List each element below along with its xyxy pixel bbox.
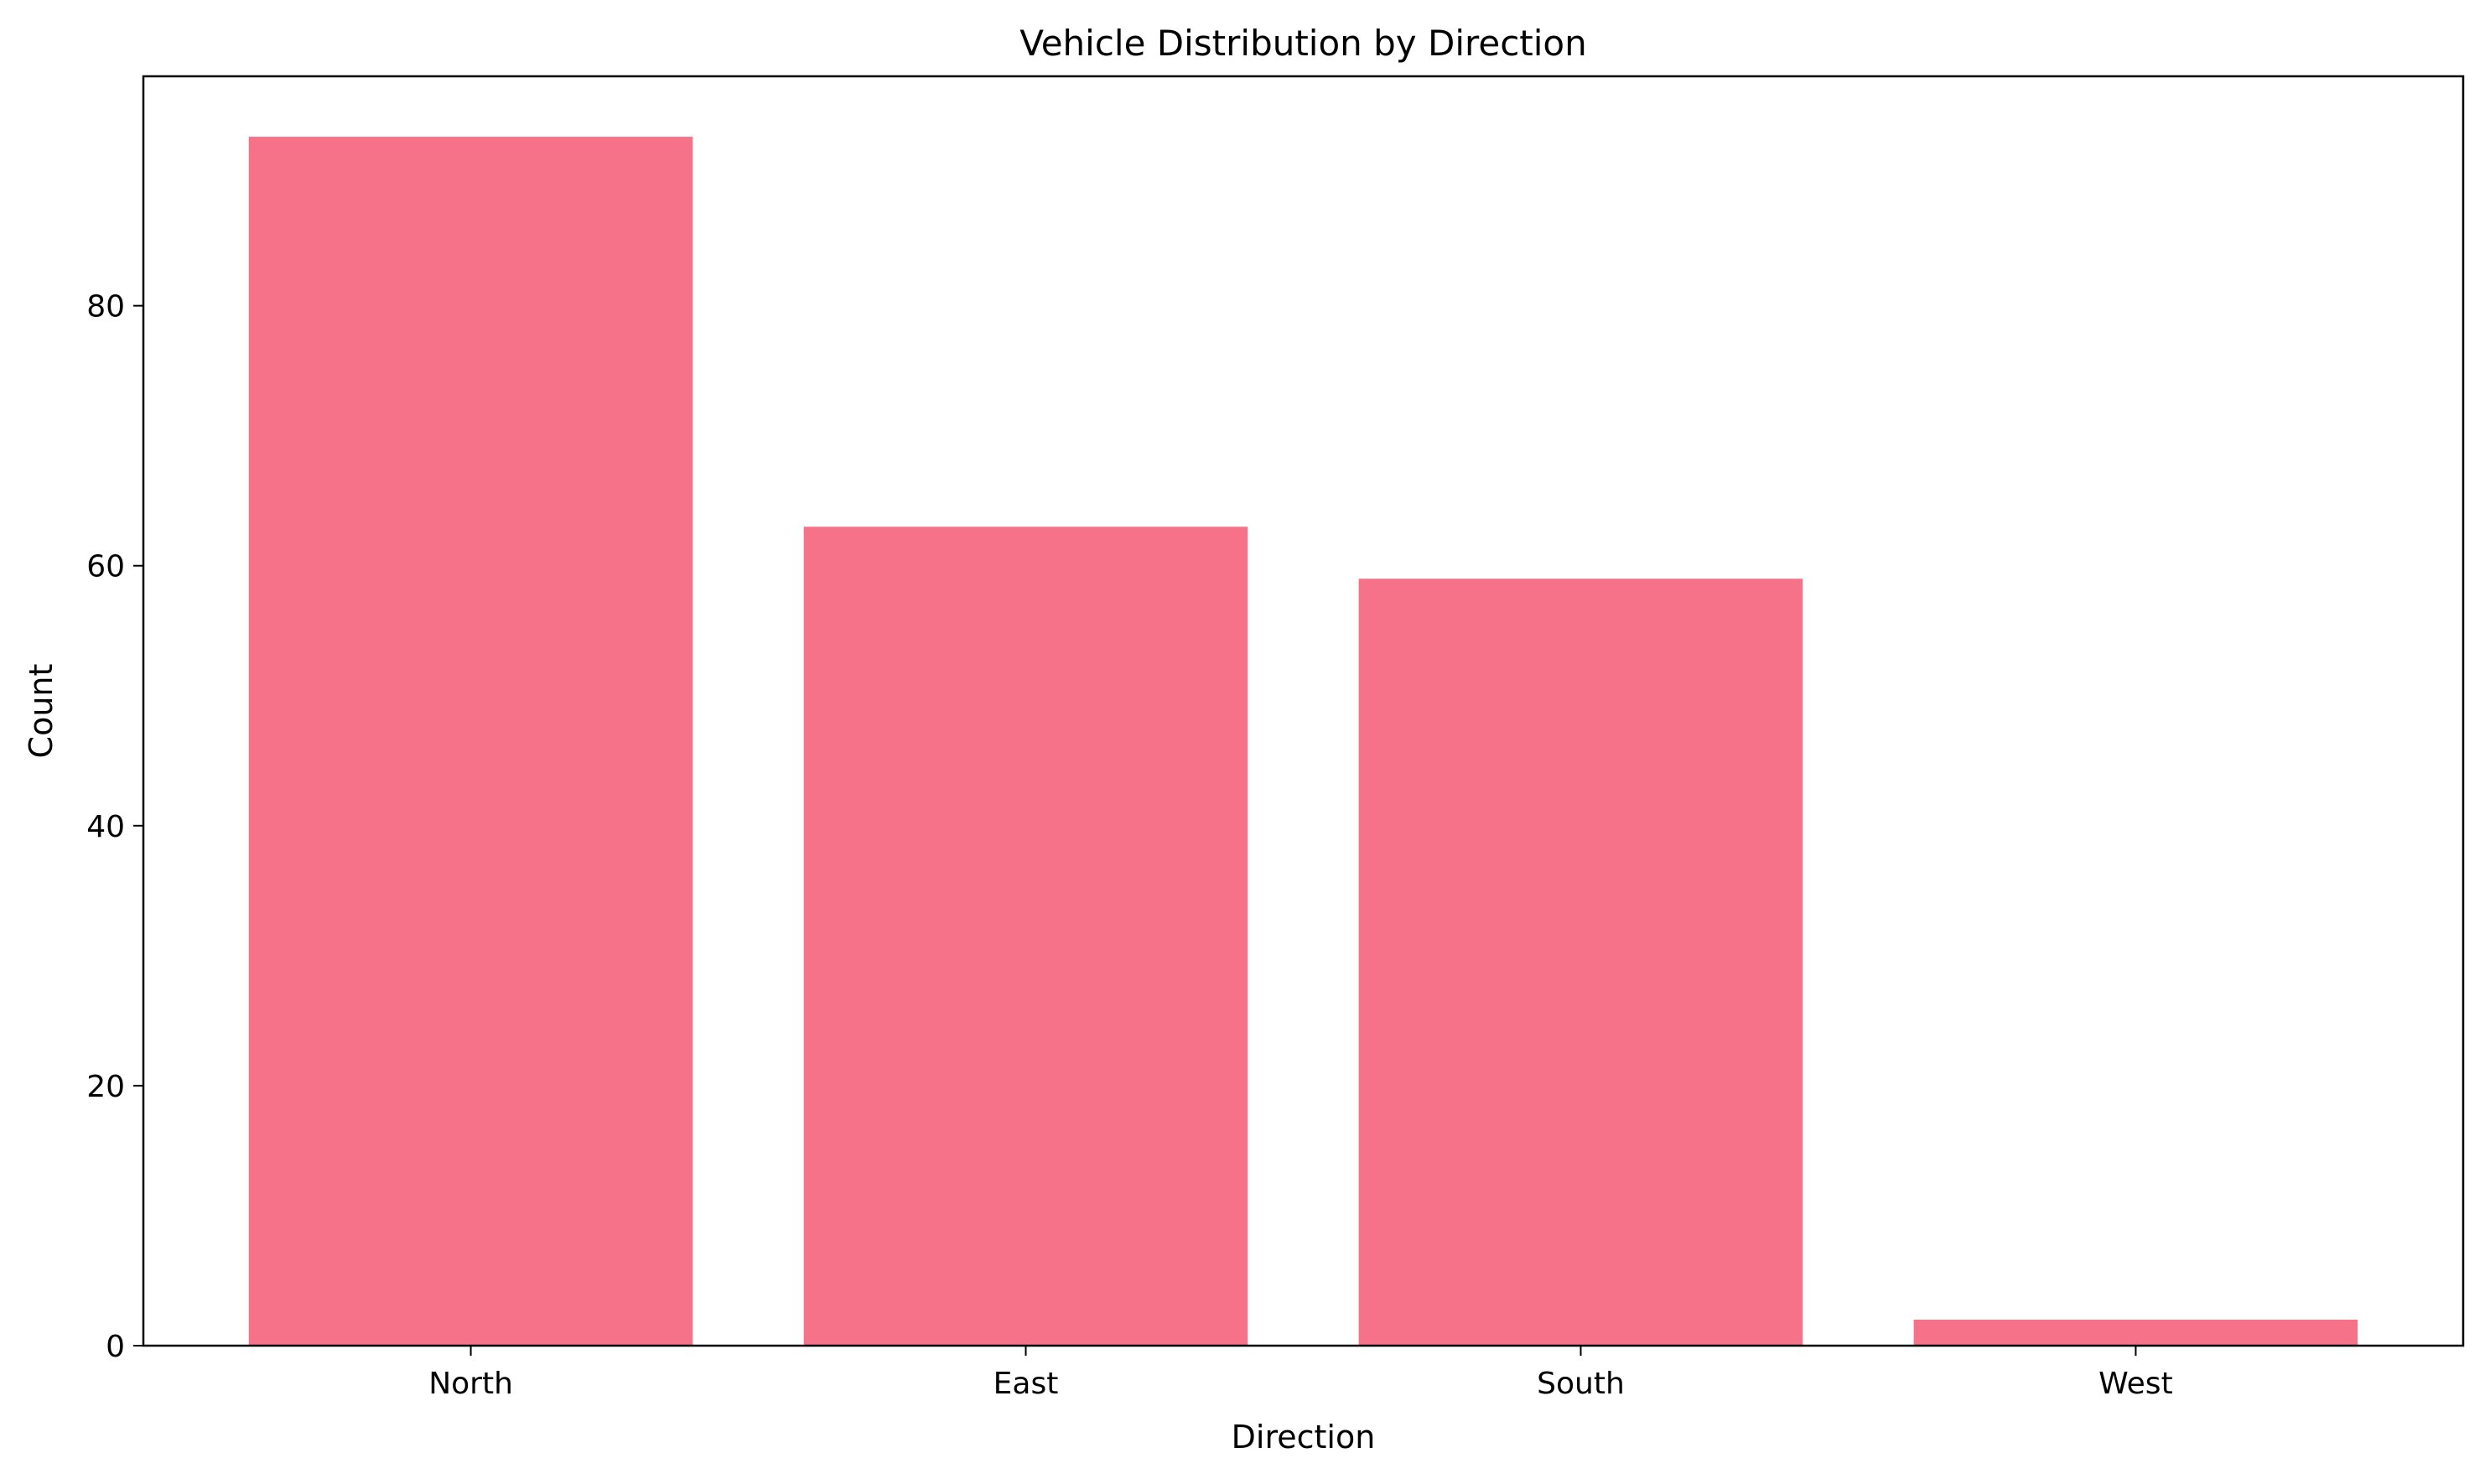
bar-north bbox=[248, 137, 693, 1346]
y-tick-label: 40 bbox=[86, 810, 125, 844]
x-tick-label-west: West bbox=[2098, 1367, 2173, 1401]
x-tick-label-north: North bbox=[428, 1367, 513, 1401]
y-axis-ticks: 0 20 40 60 80 bbox=[86, 290, 143, 1364]
bar-west bbox=[1913, 1319, 2358, 1346]
y-tick-label: 60 bbox=[86, 550, 125, 584]
y-axis-label: Count bbox=[23, 664, 60, 759]
bar-east bbox=[803, 527, 1248, 1346]
x-tick-label-south: South bbox=[1537, 1367, 1625, 1401]
x-axis-ticks: North East South West bbox=[428, 1346, 2173, 1401]
y-tick-label: 80 bbox=[86, 290, 125, 324]
x-axis-label: Direction bbox=[1232, 1419, 1376, 1455]
bars-group bbox=[248, 137, 2358, 1346]
plot-area-frame bbox=[142, 75, 2465, 1347]
y-tick-label: 20 bbox=[86, 1070, 125, 1104]
chart-title: Vehicle Distribution by Direction bbox=[1019, 23, 1587, 64]
y-tick-label: 0 bbox=[106, 1330, 125, 1364]
bar-south bbox=[1358, 579, 1803, 1346]
x-tick-label-east: East bbox=[993, 1367, 1059, 1401]
